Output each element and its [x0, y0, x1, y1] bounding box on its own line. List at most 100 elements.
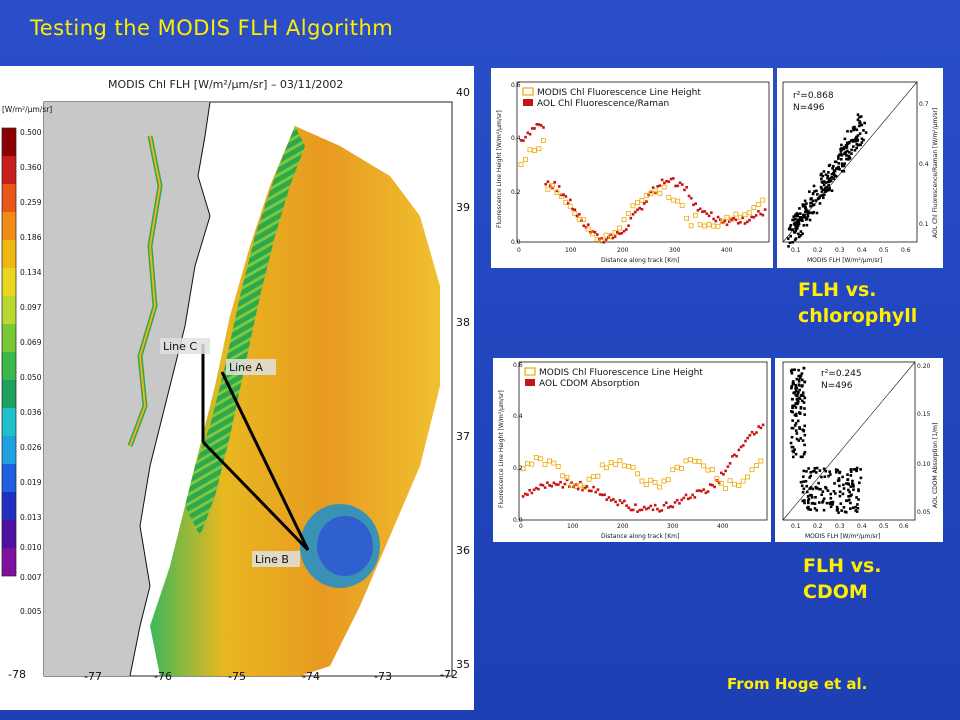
scatter-point	[827, 180, 830, 184]
scatter-point	[849, 468, 853, 472]
y-tick: 0.15	[917, 411, 931, 418]
scatter-point	[838, 494, 842, 498]
modis-point	[683, 458, 689, 464]
modis-point	[643, 482, 649, 488]
scatter-point	[855, 135, 859, 139]
scatter-point	[794, 414, 798, 418]
cdom-ylabel: Fluorescence Line Height [W/m²/µm/sr]	[498, 390, 505, 508]
aol-point	[716, 215, 720, 219]
colorbar-tick: 0.036	[20, 408, 42, 417]
aol-point	[653, 503, 657, 507]
aol-point	[519, 139, 523, 142]
scatter-point	[833, 160, 837, 164]
scatter-point	[809, 508, 813, 511]
aol-point	[757, 210, 760, 213]
modis-point	[572, 211, 578, 216]
scatter-point	[813, 507, 817, 510]
aol-point	[694, 202, 698, 205]
scatter-point	[829, 505, 833, 509]
scatter-point	[807, 501, 810, 505]
scatter-point	[849, 130, 853, 133]
aol-point	[707, 214, 711, 218]
scatter-point	[853, 148, 857, 152]
aol-point	[703, 210, 706, 213]
scatter-point	[837, 165, 840, 169]
modis-point	[661, 184, 667, 190]
aol-point	[721, 221, 724, 225]
aol-point	[562, 193, 565, 196]
chl-scatter-points	[786, 113, 868, 248]
modis-point	[657, 190, 663, 196]
aol-point	[697, 489, 701, 492]
aol-point	[728, 462, 732, 465]
scatter-point	[840, 157, 843, 161]
aol-point	[542, 126, 545, 129]
scatter-point	[856, 134, 860, 137]
scatter-point	[794, 406, 798, 409]
scatter-point	[849, 501, 852, 505]
modis-point	[536, 146, 542, 152]
scatter-point	[807, 497, 811, 501]
aol-point	[576, 487, 580, 491]
modis-point	[718, 480, 724, 486]
scatter-point	[791, 240, 794, 244]
aol-point	[524, 492, 527, 496]
x-tick: 0.3	[835, 247, 845, 254]
scatter-point	[855, 128, 859, 132]
aol-point	[642, 202, 646, 205]
scatter-point	[855, 496, 858, 499]
aol-point	[578, 212, 581, 216]
modis-point	[591, 474, 596, 480]
scatter-point	[840, 143, 843, 147]
modis-point	[590, 231, 596, 237]
scatter-point	[797, 222, 801, 226]
scatter-point	[858, 115, 861, 119]
scatter-point	[791, 380, 795, 383]
scatter-point	[846, 473, 849, 476]
aol-point	[592, 485, 595, 489]
scatter-point	[854, 509, 858, 512]
scatter-point	[813, 502, 817, 506]
aol-point	[623, 499, 626, 503]
colorbar-tick: 0.259	[20, 198, 42, 207]
scatter-point	[801, 219, 804, 223]
scatter-point	[831, 500, 835, 504]
scatter-point	[851, 482, 854, 485]
scatter-point	[799, 406, 803, 409]
scatter-point	[822, 181, 825, 184]
x-tick: 300	[669, 247, 681, 254]
modis-point	[529, 461, 535, 467]
scatter-point	[852, 488, 855, 492]
scatter-point	[842, 164, 846, 168]
scatter-point	[813, 469, 816, 473]
scatter-point	[821, 188, 825, 192]
modis-point	[599, 462, 605, 468]
scatter-point	[790, 435, 794, 439]
x-tick: 300	[667, 523, 679, 530]
lon-tick: -76	[154, 670, 172, 683]
modis-point	[692, 458, 698, 464]
scatter-point	[803, 413, 807, 416]
modis-point	[527, 147, 533, 153]
aol-point	[555, 189, 559, 193]
scatter-point	[832, 177, 835, 180]
scatter-point	[792, 215, 795, 218]
cdom-series-group	[520, 423, 765, 513]
aol-point	[691, 493, 694, 497]
scatter-point	[803, 450, 807, 454]
aol-point	[581, 488, 584, 492]
scatter-point	[790, 397, 794, 401]
scatter-point	[859, 143, 862, 147]
scatter-point	[821, 193, 825, 197]
scatter-point	[845, 141, 849, 145]
scatter-point	[800, 393, 804, 397]
modis-point	[608, 460, 614, 465]
scatter-point	[844, 150, 848, 154]
scatter-point	[858, 132, 862, 135]
aol-point	[544, 183, 548, 186]
aol-point	[521, 495, 525, 498]
aol-point	[629, 216, 633, 220]
scatter-point	[815, 189, 818, 193]
aol-point	[726, 465, 730, 468]
aol-point	[618, 499, 622, 502]
